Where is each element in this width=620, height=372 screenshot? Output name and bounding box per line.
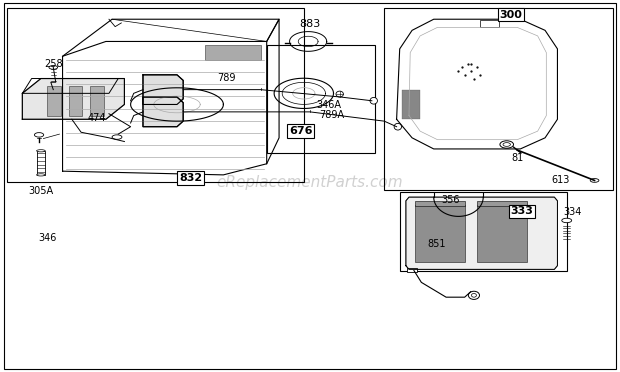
Bar: [407, 267, 417, 272]
Text: 81: 81: [512, 153, 524, 163]
Ellipse shape: [34, 133, 43, 137]
Text: 300: 300: [500, 10, 523, 20]
Text: 474: 474: [87, 113, 106, 123]
Bar: [69, 86, 82, 116]
Text: 883: 883: [299, 19, 321, 29]
Text: 334: 334: [563, 207, 582, 217]
Bar: [400, 192, 567, 271]
Text: 346: 346: [38, 233, 56, 243]
Text: 676: 676: [289, 126, 312, 136]
Ellipse shape: [471, 294, 476, 297]
Ellipse shape: [394, 124, 402, 130]
Bar: [402, 90, 420, 119]
Text: 258: 258: [44, 59, 63, 69]
Text: 613: 613: [551, 175, 570, 185]
Text: 789: 789: [217, 73, 236, 83]
Bar: [415, 205, 464, 262]
Bar: [267, 45, 375, 153]
Bar: [415, 201, 464, 206]
Polygon shape: [22, 78, 125, 119]
Text: 832: 832: [179, 173, 202, 183]
Bar: [480, 20, 498, 27]
Polygon shape: [406, 197, 557, 269]
Ellipse shape: [49, 65, 58, 69]
Bar: [477, 205, 526, 262]
Bar: [205, 45, 260, 60]
Text: eReplacementParts.com: eReplacementParts.com: [216, 175, 404, 190]
Text: 346A: 346A: [316, 100, 341, 110]
Ellipse shape: [562, 218, 572, 223]
Ellipse shape: [590, 179, 599, 182]
Polygon shape: [143, 75, 183, 105]
Bar: [7, 8, 304, 182]
Bar: [47, 86, 61, 116]
Bar: [384, 8, 613, 190]
Bar: [37, 151, 45, 175]
Ellipse shape: [336, 91, 343, 97]
Ellipse shape: [112, 135, 122, 139]
Ellipse shape: [503, 142, 510, 146]
Text: 356: 356: [441, 195, 459, 205]
Ellipse shape: [37, 150, 45, 152]
Ellipse shape: [468, 291, 479, 299]
Bar: [91, 86, 104, 116]
Bar: [477, 201, 526, 206]
Text: 851: 851: [428, 239, 446, 249]
Ellipse shape: [370, 97, 378, 104]
Ellipse shape: [37, 174, 45, 176]
Text: 333: 333: [511, 206, 534, 216]
Text: 305A: 305A: [29, 186, 53, 196]
Polygon shape: [143, 97, 183, 127]
Ellipse shape: [500, 141, 513, 148]
Text: 789A: 789A: [319, 110, 344, 120]
